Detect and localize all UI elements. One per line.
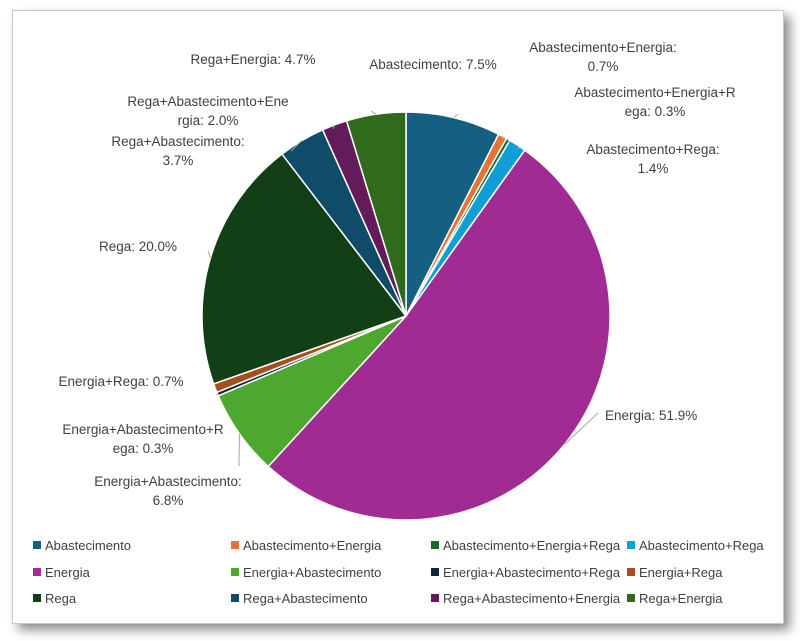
legend-label: Rega+Energia	[639, 591, 723, 606]
data-label-rega-energia: Rega+Energia: 4.7%	[191, 52, 316, 67]
pie-slice-rega-energia	[345, 111, 407, 317]
data-label-energia: Energia: 51.9%	[605, 408, 697, 423]
legend-item-energia-rega: Energia+Rega	[627, 565, 723, 580]
legend-item-rega-energia: Rega+Energia	[627, 591, 723, 606]
legend-label: Rega	[45, 591, 77, 606]
pie-slice-energia	[267, 149, 611, 521]
legend: Abastecimento Abastecimento+Energia Abaste…	[33, 538, 764, 606]
pie-chart: Abastecimento: 7.5% Abastecimento+Energia…	[33, 40, 764, 606]
legend-label: Energia+Abastecimento+Rega	[443, 565, 621, 580]
data-label-abastecimento-energia: Abastecimento+Energia: 0.7%	[529, 40, 676, 74]
data-label-energia-abastecimento: Energia+Abastecimento: 6.8%	[94, 474, 241, 508]
leader-line-abastecimento-rega	[516, 144, 520, 150]
pie-slice-rega	[201, 152, 408, 385]
legend-swatch	[231, 594, 239, 602]
data-label-abastecimento-rega: Abastecimento+Rega: 1.4%	[586, 142, 719, 176]
legend-item-rega: Rega	[33, 591, 77, 606]
legend-item-rega-abastecimento-energia: Rega+Abastecimento+Energia	[431, 591, 621, 606]
data-label-rega-abastecimento: Rega+Abastecimento: 3.7%	[111, 134, 244, 168]
legend-label: Energia+Rega	[639, 565, 723, 580]
legend-swatch	[33, 541, 41, 549]
legend-swatch	[431, 541, 439, 549]
leader-line-energia-rega	[214, 386, 217, 389]
leader-line-energia-abastecimento-rega	[215, 393, 218, 396]
legend-item-abastecimento: Abastecimento	[33, 538, 131, 553]
legend-label: Energia	[45, 565, 91, 580]
legend-item-abastecimento-energia: Abastecimento+Energia	[231, 538, 382, 553]
legend-swatch	[33, 568, 41, 576]
legend-swatch	[627, 594, 635, 602]
data-labels: Abastecimento: 7.5% Abastecimento+Energia…	[59, 40, 736, 508]
data-label-rega: Rega: 20.0%	[99, 239, 177, 254]
legend-item-rega-abastecimento: Rega+Abastecimento	[231, 591, 368, 606]
legend-label: Energia+Abastecimento	[243, 565, 381, 580]
legend-label: Rega+Abastecimento+Energia	[443, 591, 621, 606]
legend-swatch	[231, 568, 239, 576]
legend-swatch	[33, 594, 41, 602]
legend-item-abastecimento-energia-rega: Abastecimento+Energia+Rega	[431, 538, 621, 553]
leader-line-rega-energia	[370, 110, 377, 115]
legend-swatch	[627, 568, 635, 576]
legend-item-energia: Energia	[33, 565, 91, 580]
legend-label: Abastecimento+Energia+Rega	[443, 538, 621, 553]
legend-swatch	[431, 568, 439, 576]
pie-slices	[201, 111, 611, 521]
data-label-energia-rega: Energia+Rega: 0.7%	[59, 374, 184, 389]
leader-line-rega-abastecimento-energia	[332, 124, 335, 130]
leader-line-abastecimento-energia-rega	[507, 139, 510, 144]
data-label-abastecimento: Abastecimento: 7.5%	[369, 57, 497, 72]
legend-item-energia-abastecimento: Energia+Abastecimento	[231, 565, 381, 580]
legend-swatch	[627, 541, 635, 549]
data-label-rega-abastecimento-energia: Rega+Abastecimento+Ene rgia: 2.0%	[127, 94, 288, 128]
leader-line-rega	[207, 250, 211, 259]
legend-item-energia-abastecimento-rega: Energia+Abastecimento+Rega	[431, 565, 621, 580]
pie-slice-abastecimento	[405, 111, 500, 317]
data-label-energia-abastecimento-rega: Energia+Abastecimento+R ega: 0.3%	[62, 422, 224, 456]
legend-label: Abastecimento+Rega	[639, 538, 764, 553]
legend-label: Rega+Abastecimento	[243, 591, 368, 606]
leader-line-abastecimento	[453, 113, 459, 119]
legend-swatch	[431, 594, 439, 602]
legend-item-abastecimento-rega: Abastecimento+Rega	[627, 538, 764, 553]
leader-line-rega-abastecimento	[290, 140, 302, 152]
legend-swatch	[231, 541, 239, 549]
chart-frame: Abastecimento: 7.5% Abastecimento+Energia…	[12, 10, 784, 624]
data-label-abastecimento-energia-rega: Abastecimento+Energia+R ega: 0.3%	[574, 85, 736, 119]
legend-label: Abastecimento+Energia	[243, 538, 382, 553]
leader-line-energia	[564, 412, 599, 445]
legend-label: Abastecimento	[45, 538, 131, 553]
